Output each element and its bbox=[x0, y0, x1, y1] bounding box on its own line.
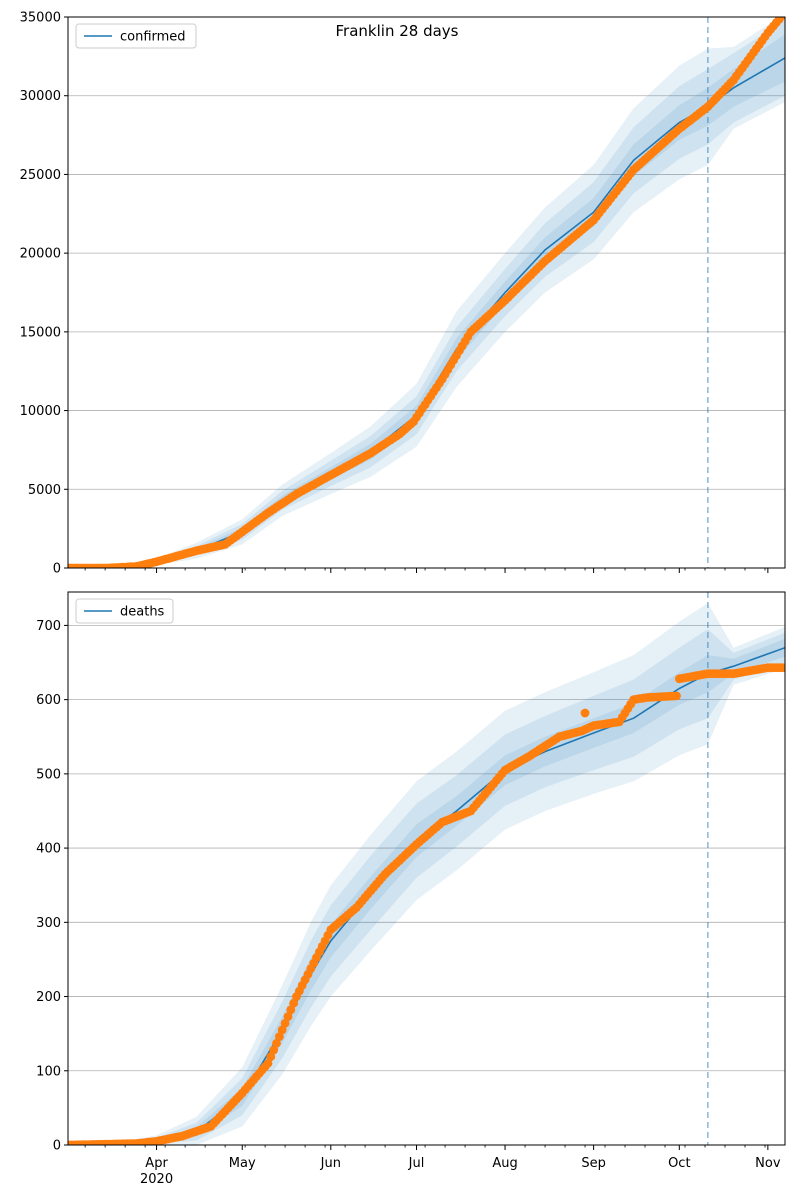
observed-point-outlier bbox=[580, 708, 590, 718]
uncertainty-band bbox=[68, 629, 785, 1145]
y-tick-label: 15000 bbox=[20, 325, 61, 340]
observed-point bbox=[277, 1025, 287, 1035]
x-tick-label: Oct bbox=[668, 1156, 690, 1171]
legend-box bbox=[75, 598, 174, 624]
x-tick-label: Apr bbox=[145, 1156, 168, 1171]
uncertainty-band bbox=[68, 603, 785, 1145]
y-tick-label: 30000 bbox=[20, 89, 61, 104]
observed-point bbox=[777, 17, 785, 21]
plot-frame bbox=[67, 591, 786, 1146]
uncertainty-band bbox=[68, 17, 785, 568]
x-tick-label: Aug bbox=[492, 1156, 517, 1171]
observed-points bbox=[68, 663, 785, 1145]
plot-area bbox=[68, 17, 785, 568]
y-tick-label: 5000 bbox=[28, 483, 61, 498]
uncertainty-band bbox=[68, 34, 785, 568]
observed-point bbox=[266, 1052, 276, 1062]
y-tick-label: 10000 bbox=[20, 404, 61, 419]
observed-point bbox=[672, 691, 681, 701]
y-tick-label: 0 bbox=[53, 562, 61, 577]
observed-point bbox=[283, 1012, 293, 1021]
y-tick-label: 700 bbox=[36, 619, 61, 634]
observed-point bbox=[286, 1005, 296, 1015]
plot-frame bbox=[67, 16, 786, 569]
observed-points bbox=[68, 17, 785, 568]
chart-title: Franklin 28 days bbox=[336, 22, 459, 40]
y-tick-label: 400 bbox=[36, 842, 61, 857]
y-tick-label: 200 bbox=[36, 990, 61, 1005]
y-tick-label: 0 bbox=[53, 1139, 61, 1154]
y-tick-label: 25000 bbox=[20, 168, 61, 183]
x-tick-label: Nov bbox=[755, 1156, 781, 1171]
uncertainty-band bbox=[68, 20, 785, 568]
observed-point bbox=[780, 663, 785, 673]
y-tick-label: 100 bbox=[36, 1064, 61, 1079]
observed-point bbox=[272, 1038, 281, 1048]
y-tick-label: 20000 bbox=[20, 247, 61, 262]
x-tick-label: Sep bbox=[581, 1156, 606, 1171]
legend-label: deaths bbox=[120, 605, 165, 620]
y-tick-label: 500 bbox=[36, 767, 61, 782]
observed-point bbox=[280, 1018, 290, 1028]
confirmed-panel: 0 5000 10000 15000 20000 25000 30000 35000 confi… bbox=[20, 11, 786, 577]
legend-box bbox=[75, 23, 197, 49]
observed-point bbox=[263, 1058, 273, 1068]
y-tick-label: 35000 bbox=[20, 11, 61, 26]
y-tick-label: 600 bbox=[36, 693, 61, 708]
x-tick-label: May bbox=[229, 1156, 256, 1171]
x-tick-label: Jul bbox=[408, 1156, 425, 1171]
x-tick-label: Jun bbox=[320, 1156, 341, 1171]
observed-point bbox=[289, 998, 299, 1008]
observed-point bbox=[269, 1045, 279, 1055]
observed-point bbox=[275, 1032, 284, 1041]
x-tick-sublabel: 2020 bbox=[140, 1172, 173, 1187]
legend-label: confirmed bbox=[120, 30, 186, 45]
y-tick-label: 300 bbox=[36, 916, 61, 931]
plot-area bbox=[68, 592, 785, 1145]
